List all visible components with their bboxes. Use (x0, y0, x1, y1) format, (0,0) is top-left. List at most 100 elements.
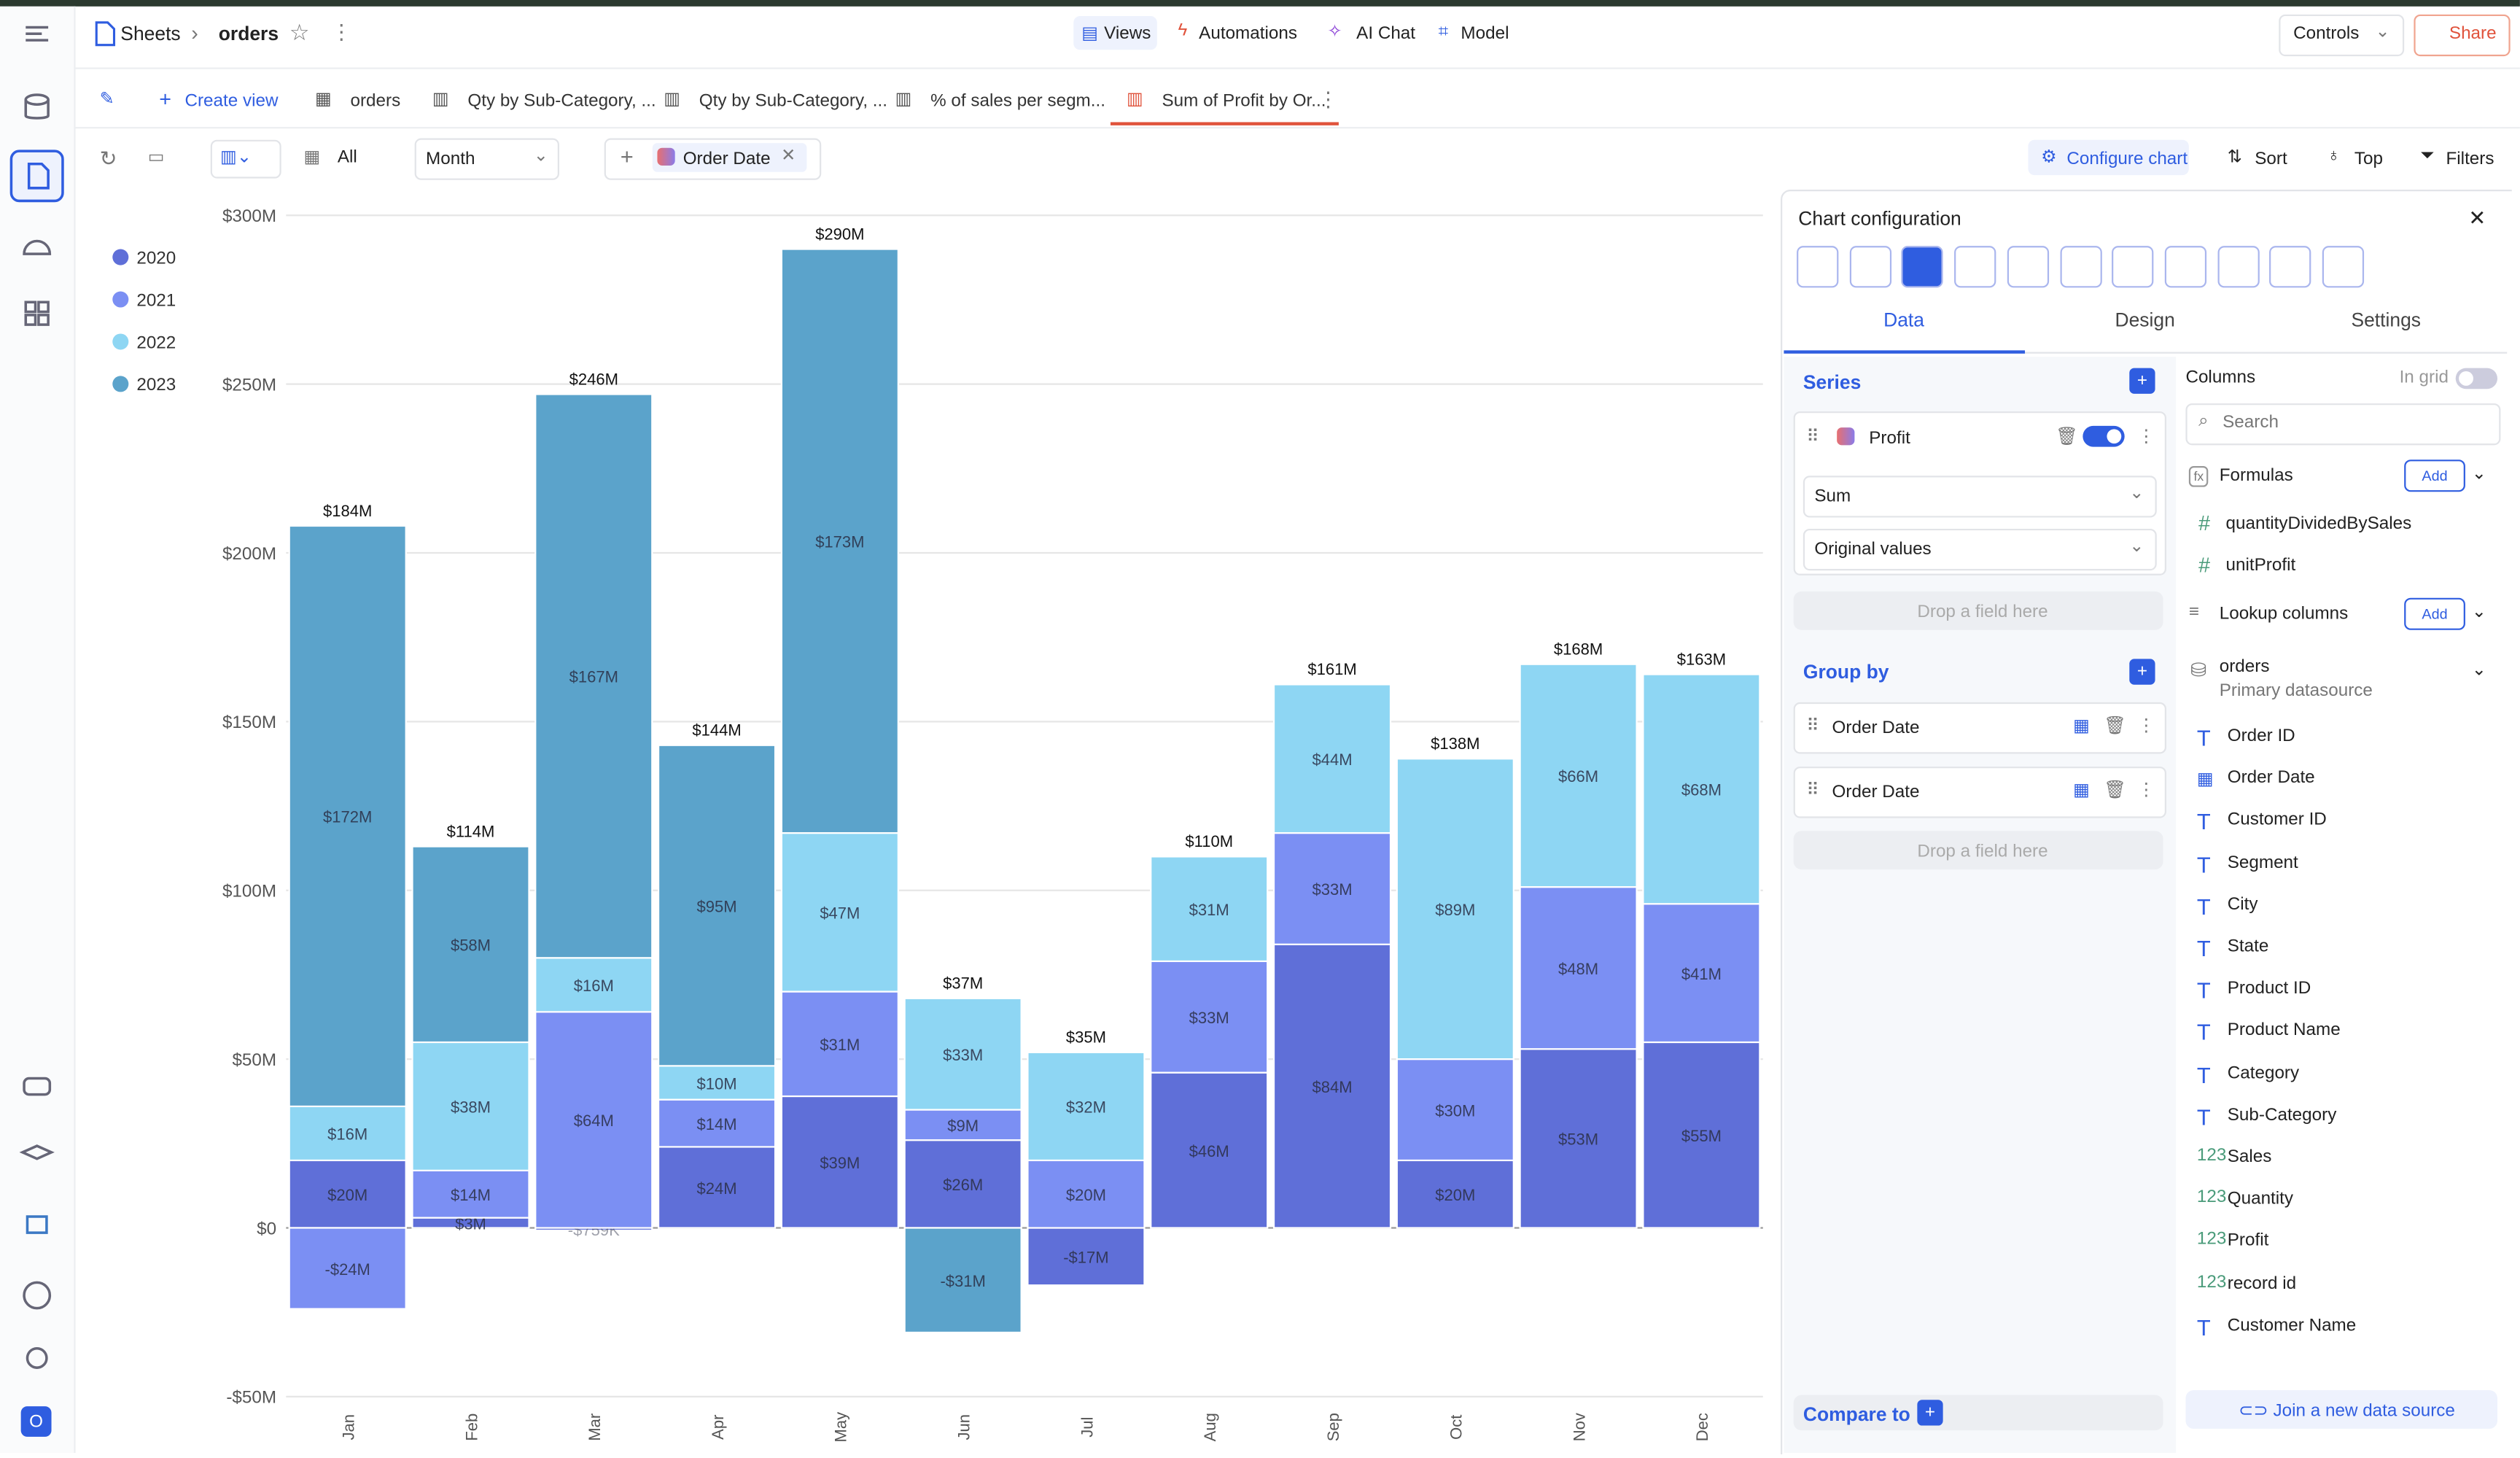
nav-model[interactable]: Model (1461, 24, 1509, 44)
chart-type-option[interactable] (2059, 246, 2101, 288)
display-select[interactable] (1802, 528, 2157, 571)
chip-remove[interactable]: ✕ (781, 146, 796, 166)
drop-zone[interactable] (1793, 591, 2163, 630)
segment-label: $68M (1681, 781, 1722, 799)
tab-data[interactable]: Data (1883, 309, 1924, 331)
clipboard[interactable]: ▭ (147, 147, 165, 168)
field-name[interactable]: record id (2227, 1273, 2297, 1293)
toggle[interactable] (2082, 425, 2125, 447)
total-label: $290M (815, 225, 864, 243)
legend-swatch (112, 249, 129, 265)
more[interactable]: ⋮ (2137, 427, 2155, 447)
field-name[interactable]: Customer Name (2227, 1316, 2357, 1335)
refresh[interactable]: ↻ (99, 146, 117, 171)
series-add[interactable]: + (2129, 368, 2155, 394)
drag-handle[interactable]: ⠿ (1806, 427, 1820, 447)
field-type-icon: T (2196, 1104, 2211, 1130)
chart-type-option[interactable] (1954, 246, 1996, 288)
field-name[interactable]: State (2227, 937, 2269, 957)
tab[interactable]: Sum of Profit by Or... (1162, 91, 1326, 112)
compare-add[interactable]: + (1917, 1400, 1943, 1426)
share-button[interactable] (2414, 14, 2511, 57)
delete[interactable]: 🗑 (2104, 780, 2126, 801)
formula-item[interactable]: quantityDividedBySales (2225, 514, 2412, 534)
tab-settings[interactable]: Settings (2351, 309, 2422, 331)
aggregation-select[interactable] (1802, 476, 2157, 518)
field-name[interactable]: Customer ID (2227, 810, 2327, 830)
chart-type-option[interactable] (2269, 246, 2312, 288)
formula-add[interactable]: Add (2404, 459, 2465, 492)
nav-views[interactable]: Views (1104, 24, 1151, 44)
tab[interactable]: Qty by Sub-Category, ... (699, 91, 888, 112)
formula-item[interactable]: unitProfit (2225, 556, 2296, 575)
segment-label: $30M (1435, 1101, 1475, 1120)
segment-label: $20M (327, 1186, 368, 1204)
tab-design[interactable]: Design (2115, 309, 2175, 331)
chart-type-button[interactable] (210, 139, 281, 179)
drop-zone[interactable] (1793, 831, 2163, 870)
nav-active-bg (1073, 16, 1157, 50)
chart-type-option[interactable] (2112, 246, 2154, 288)
sort[interactable]: Sort (2255, 149, 2287, 169)
top[interactable]: Top (2354, 149, 2383, 169)
field-name[interactable]: Product Name (2227, 1021, 2341, 1041)
in-grid-toggle[interactable] (2455, 368, 2498, 389)
drag-handle[interactable]: ⠿ (1806, 716, 1820, 737)
create-view[interactable]: Create view (184, 91, 279, 112)
chart-type-option[interactable] (1849, 246, 1891, 288)
segment-label: $89M (1435, 901, 1475, 919)
chart-type-option[interactable] (2164, 246, 2206, 288)
granularity-select[interactable] (414, 138, 559, 180)
field-name[interactable]: Order Date (2227, 768, 2315, 788)
bar-segment (1642, 673, 1761, 905)
breadcrumb-root[interactable]: Sheets (120, 22, 181, 45)
nav-automations[interactable]: Automations (1199, 24, 1297, 44)
more[interactable]: ⋮ (331, 19, 352, 44)
chart-type-option[interactable] (2007, 246, 2049, 288)
collapse[interactable]: ⌄ (2471, 602, 2487, 622)
nav-ai-chat[interactable]: AI Chat (1356, 24, 1416, 44)
field-name[interactable]: City (2227, 894, 2258, 915)
date-icon[interactable]: ▦ (2073, 780, 2091, 801)
date-icon[interactable]: ▦ (2073, 716, 2091, 737)
formulas-heading: Formulas (2219, 466, 2293, 486)
tab[interactable]: % of sales per segm... (930, 91, 1105, 112)
chart-type-option[interactable] (1797, 246, 1839, 288)
bar-segment (1519, 663, 1638, 888)
drag-handle[interactable]: ⠿ (1806, 780, 1820, 801)
favorite[interactable]: ☆ (289, 19, 310, 45)
chart-type-option[interactable] (2322, 246, 2365, 288)
pin[interactable]: ✎ (99, 90, 114, 109)
delete[interactable]: 🗑 (2055, 427, 2078, 447)
chart-type-option[interactable] (1902, 246, 1944, 288)
controls-button[interactable] (2279, 14, 2405, 57)
tab[interactable]: orders (350, 91, 401, 112)
range[interactable]: All (337, 147, 357, 168)
filter-add[interactable]: + (620, 143, 634, 169)
field-name[interactable]: Segment (2227, 853, 2298, 872)
search-box[interactable] (2185, 403, 2501, 446)
field-name[interactable]: Sub-Category (2227, 1105, 2337, 1125)
group-add[interactable]: + (2129, 659, 2155, 685)
collapse[interactable]: ⌄ (2471, 464, 2487, 484)
rail-icons: O (9, 26, 64, 1437)
field-name[interactable]: Product ID (2227, 979, 2311, 999)
more[interactable]: ⋮ (2137, 716, 2155, 737)
field-name[interactable]: Profit (2227, 1231, 2269, 1252)
filters[interactable]: Filters (2446, 149, 2494, 169)
tab-more[interactable]: ⋮ (1318, 86, 1339, 112)
chart-type-option[interactable] (2217, 246, 2259, 288)
lookup-add[interactable]: Add (2404, 597, 2465, 630)
more[interactable]: ⋮ (2137, 780, 2155, 801)
field-name[interactable]: Order ID (2227, 726, 2295, 746)
tab[interactable]: Qty by Sub-Category, ... (467, 91, 656, 112)
delete[interactable]: 🗑 (2104, 716, 2126, 737)
panel-close[interactable]: ✕ (2468, 206, 2486, 230)
field-name[interactable]: Sales (2227, 1147, 2272, 1167)
user-avatar[interactable]: O (29, 1412, 43, 1432)
join-button[interactable] (2185, 1390, 2498, 1429)
configure-chart[interactable]: Configure chart (2066, 149, 2188, 169)
field-name[interactable]: Category (2227, 1063, 2300, 1083)
collapse[interactable]: ⌄ (2471, 660, 2487, 680)
field-name[interactable]: Quantity (2227, 1190, 2294, 1209)
